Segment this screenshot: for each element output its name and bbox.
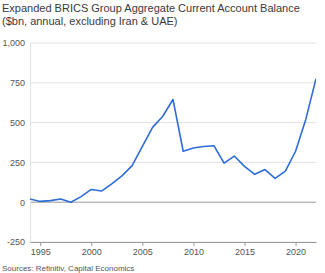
grid-line <box>30 43 316 44</box>
grid <box>30 43 316 242</box>
x-tick-label: 2010 <box>184 247 204 257</box>
y-tick-label: 250 <box>10 158 25 168</box>
x-tick: 2015 <box>235 242 255 257</box>
x-tick-label: 1995 <box>31 247 51 257</box>
plot-area <box>30 79 316 202</box>
y-tick-label: 1,000 <box>2 38 25 48</box>
y-tick: 250 <box>10 158 30 168</box>
chart: Expanded BRICS Group Aggregate Current A… <box>0 0 325 273</box>
x-axis-line <box>31 242 317 243</box>
y-tick: 750 <box>10 78 30 88</box>
y-tick-label: 750 <box>10 78 25 88</box>
x-tick-label: 2005 <box>133 247 153 257</box>
x-tick-label: 2015 <box>235 247 255 257</box>
x-tick-mark <box>193 242 194 246</box>
y-axis-line <box>30 44 31 243</box>
y-tick: 1,000 <box>2 38 30 48</box>
y-tick-label: 0 <box>20 198 25 208</box>
y-tick-label: 500 <box>10 118 25 128</box>
x-axis: 1995 2000 2005 2010 2015 2020 <box>31 242 317 257</box>
x-tick: 1995 <box>31 242 51 257</box>
title: Expanded BRICS Group Aggregate Current A… <box>2 2 300 27</box>
x-tick-mark <box>142 242 143 246</box>
source: Sources: Refinitiv, Capital Economics <box>2 264 134 273</box>
x-tick-label: 2000 <box>82 247 102 257</box>
y-tick-label: -250 <box>7 237 25 247</box>
grid-line <box>30 122 316 123</box>
line <box>30 79 316 202</box>
x-tick-mark <box>245 242 246 246</box>
grid-line <box>30 82 316 83</box>
y-tick: 0 <box>20 198 30 208</box>
y-tick: 500 <box>10 118 30 128</box>
x-tick: 2010 <box>184 242 204 257</box>
x-tick-mark <box>91 242 92 246</box>
x-tick: 2000 <box>82 242 102 257</box>
y-axis: -250 0 250 500 750 1,000 <box>2 38 30 247</box>
x-tick: 2020 <box>286 242 306 257</box>
x-tick-label: 2020 <box>286 247 306 257</box>
x-tick-mark <box>40 242 41 246</box>
grid-line <box>30 242 316 243</box>
grid-line <box>30 162 316 163</box>
x-tick-mark <box>296 242 297 246</box>
y-tick: -250 <box>7 237 30 247</box>
x-tick: 2005 <box>133 242 153 257</box>
